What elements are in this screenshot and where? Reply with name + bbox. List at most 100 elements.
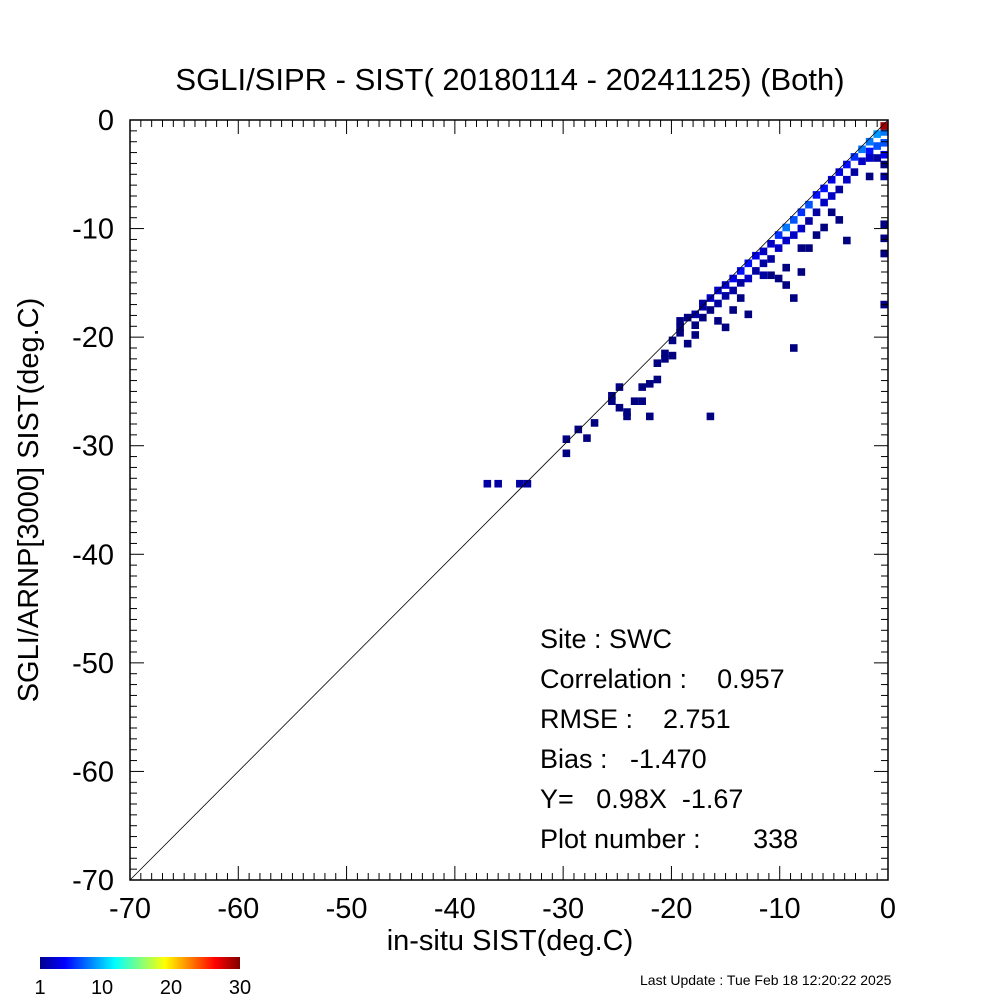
y-tick-label: -40 <box>72 539 114 571</box>
heatmap-cell <box>880 150 888 159</box>
heatmap-cell <box>721 323 730 332</box>
heatmap-cell <box>782 263 790 272</box>
heatmap-cell <box>812 231 821 239</box>
heatmap-cell <box>782 281 790 289</box>
heatmap-cell <box>858 157 866 166</box>
heatmap-cell <box>797 268 806 276</box>
heatmap-cell <box>736 294 745 302</box>
y-axis-title: SGLI/ARNP[3000] SIST(deg.C) <box>13 298 45 703</box>
heatmap-cell <box>843 175 851 184</box>
heatmap-cell <box>691 321 700 329</box>
heatmap-cell <box>516 479 524 488</box>
stats-plot-number: Plot number : 338 <box>540 824 798 854</box>
heatmap-cell <box>858 145 866 154</box>
heatmap-cell <box>714 317 722 325</box>
heatmap-cell <box>729 286 737 295</box>
y-tick-label: -30 <box>72 431 114 463</box>
heatmap-cell <box>767 255 775 263</box>
heatmap-cell <box>729 274 737 283</box>
heatmap-cell <box>880 139 888 147</box>
y-tick-label: -60 <box>72 756 114 788</box>
heatmap-cell <box>645 380 654 388</box>
colorbar-tick-label: 20 <box>160 977 182 999</box>
colorbar <box>40 957 240 969</box>
heatmap-cell <box>759 271 768 280</box>
stats-site: Site : SWC <box>540 624 672 654</box>
stats-rmse: RMSE : 2.751 <box>540 704 731 734</box>
heatmap-cell <box>820 223 828 232</box>
heatmap-cell <box>483 479 492 488</box>
heatmap-cell <box>880 172 888 181</box>
heatmap-cell <box>523 479 532 488</box>
stats-box: Site : SWC Correlation : 0.957 RMSE : 2.… <box>540 624 798 854</box>
heatmap-cell <box>683 339 692 348</box>
heatmap-cell <box>661 349 669 358</box>
heatmap-cell <box>835 168 844 176</box>
x-tick-label: -50 <box>326 893 368 925</box>
heatmap-cell <box>873 154 881 162</box>
heatmap-cell <box>699 313 707 322</box>
heatmap-cell <box>653 359 662 367</box>
y-tick-label: -50 <box>72 648 114 680</box>
heatmap-cell <box>835 185 844 194</box>
heatmap-cell <box>767 239 775 248</box>
heatmap-cell <box>706 306 715 314</box>
heatmap-cell <box>880 160 888 169</box>
x-tick-label: 0 <box>880 893 896 925</box>
y-tick-label: -10 <box>72 214 114 246</box>
colorbar-tick-labels: 1 10 20 30 <box>34 977 251 999</box>
heatmap-cell <box>774 244 783 252</box>
x-tick-label: -20 <box>650 893 692 925</box>
heatmap-cell <box>767 271 775 280</box>
colorbar-tick-label: 30 <box>229 977 251 999</box>
y-tick-labels: 0 -10 -20 -30 -40 -50 -60 -70 <box>72 105 114 897</box>
heatmap-cell <box>623 412 631 421</box>
heatmap-cell <box>608 391 616 400</box>
heatmap-cell <box>820 184 828 193</box>
heatmap-cell <box>790 216 798 224</box>
heatmap-cell <box>880 128 888 136</box>
heatmap-cell <box>790 231 798 239</box>
heatmap-cell <box>782 223 790 232</box>
heatmap-cell <box>623 408 631 416</box>
x-tick-labels: -70 -60 -50 -40 -30 -20 -10 0 <box>109 893 896 925</box>
heatmap-cell <box>744 310 753 319</box>
heatmap-cell <box>865 147 874 156</box>
heatmap-cell <box>676 329 684 337</box>
heatmap-cell <box>774 231 783 239</box>
heatmap-cell <box>574 425 583 434</box>
heatmap-cell <box>683 313 692 322</box>
heatmap-cell <box>865 172 874 181</box>
colorbar-tick-label: 1 <box>34 977 45 999</box>
heatmap-cell <box>721 292 730 300</box>
heatmap-cell <box>805 244 813 252</box>
heatmap-cell <box>668 351 677 360</box>
plot-frame <box>129 119 889 881</box>
heatmap-cell <box>752 251 760 260</box>
heatmap-cell <box>676 317 684 325</box>
stats-correlation: Correlation : 0.957 <box>540 664 785 694</box>
heatmap-cell <box>880 249 888 258</box>
heatmap-cell <box>873 142 881 150</box>
heatmap-cell <box>827 175 836 184</box>
heatmap-cell <box>774 274 783 283</box>
heatmap-cell <box>714 299 722 308</box>
heatmap-cell <box>797 244 806 252</box>
heatmap-cell <box>843 236 851 245</box>
heatmap-cell <box>752 267 760 275</box>
heatmap-cell <box>590 419 599 427</box>
heatmap-cell <box>736 279 745 287</box>
heatmap-cell <box>759 247 768 256</box>
heatmap-cell <box>721 281 730 289</box>
heatmap-cell <box>691 310 700 319</box>
heatmap-cell <box>865 154 874 162</box>
heatmap-cell <box>790 294 798 302</box>
one-to-one-line <box>129 119 889 881</box>
y-tick-label: -20 <box>72 322 114 354</box>
heatmap-cell <box>608 397 616 405</box>
heatmap-cell <box>668 336 677 345</box>
heatmap-cell <box>562 449 571 458</box>
heatmap-cell <box>812 208 821 217</box>
stats-regression: Y= 0.98X -1.67 <box>540 784 743 814</box>
heatmap-cell <box>736 267 745 275</box>
